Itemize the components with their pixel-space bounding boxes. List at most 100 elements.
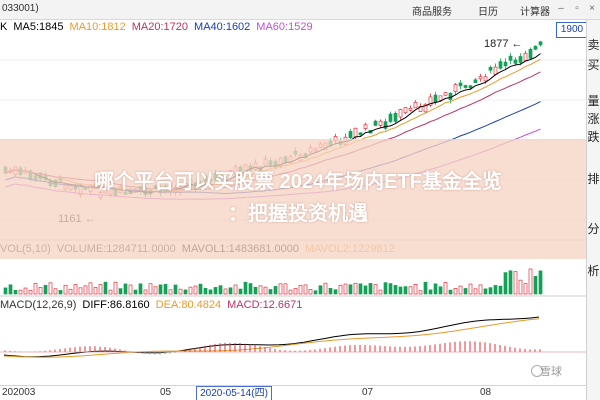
volume-bar-74 [373,284,378,295]
candle-body-69 [348,131,353,139]
volume-bars [3,268,543,295]
volume-bar-21 [108,289,113,295]
volume-bar-41 [208,289,213,295]
volume-bar-54 [273,286,278,295]
volume-bar-67 [338,284,343,295]
tab-services[interactable]: 商品服务 [412,7,452,18]
volume-bar-90 [453,288,458,295]
volume-bar-94 [473,288,478,295]
minimize-icon[interactable]: – [558,3,564,14]
volume-bar-50 [253,286,258,295]
sidebar-split[interactable]: 分 [587,222,600,236]
ma-indicator-3: MA20:1720 [131,21,189,33]
tab-calendar[interactable]: 日历 [478,7,498,18]
headline-line-2: ：把握投资机遇 [228,203,368,225]
sidebar-volume[interactable]: 量 [587,94,600,108]
volume-bar-16 [83,285,88,295]
volume-bar-7 [38,287,43,295]
volume-bar-28 [143,289,148,295]
candle-body-79 [398,109,403,118]
headline-overlay [0,139,586,259]
candle-body-87 [438,95,443,101]
volume-bar-75 [378,289,383,295]
volume-bar-37 [188,286,193,295]
volume-bar-63 [318,285,323,295]
restore-icon[interactable]: ▫ [575,3,579,14]
volume-bar-98 [493,285,498,295]
candle-body-89 [448,92,453,100]
sidebar-fall[interactable]: 跌 [587,130,600,144]
volume-bar-17 [88,282,93,295]
macd-indicator-3: MACD:12.6671 [227,299,303,311]
volume-bar-86 [433,283,438,295]
ma-indicator-2: MA10:1812 [69,21,126,33]
macd-lines [3,316,540,358]
top-bar [0,0,600,20]
volume-bar-107 [538,270,543,295]
volume-bar-72 [363,285,368,295]
volume-bar-23 [118,288,123,295]
candle-body-97 [488,66,493,71]
volume-bar-40 [203,288,208,295]
volume-bar-77 [388,283,393,295]
volume-bar-26 [133,289,138,295]
candle-body-93 [468,85,473,89]
volume-bar-93 [468,283,473,295]
candle-body-106 [533,45,538,50]
macd-indicator-1: DIFF:86.8160 [82,299,150,311]
volume-bar-53 [268,289,273,295]
x-label-05: 05 [160,387,172,398]
volume-bar-3 [18,289,23,295]
volume-bar-62 [313,290,318,295]
right-sidebar [586,20,600,400]
volume-bar-85 [428,289,433,295]
volume-bar-42 [213,287,218,295]
watermark-logo-icon [531,365,543,377]
x-axis [0,385,586,400]
volume-bar-25 [128,284,133,295]
volume-bar-58 [293,288,298,295]
volume-bar-6 [33,283,38,295]
macd-indicator-row: MACD(12,26,9) DIFF:86.8160 DEA:80.4824 MACD… [0,299,586,313]
tab-calculator[interactable]: 计算器 [520,7,550,18]
sidebar-buy[interactable]: 买 [587,58,600,72]
volume-bar-10 [53,288,58,295]
candle-body-71 [358,132,363,136]
volume-bar-44 [223,288,228,295]
volume-bar-24 [123,283,128,295]
candle-body-92 [463,85,468,88]
candle-body-77 [388,113,393,122]
sidebar-rank[interactable]: 排 [587,172,600,186]
volume-bar-105 [528,268,533,295]
volume-bar-89 [448,289,453,295]
volume-bar-104 [523,283,528,295]
macd-indicator-2: DEA:80.4824 [155,299,222,311]
ma-indicator-row: K MA5:1845 MA10:1812 MA20:1720 MA40:1602 MA60… [0,21,555,37]
volume-bar-14 [73,284,78,295]
watermark-text: 雪球 [540,366,562,378]
volume-bar-61 [308,288,313,295]
volume-bar-60 [303,284,308,295]
high-price-label: 1877 ← [484,38,523,50]
volume-bar-45 [228,287,233,295]
volume-bar-68 [343,283,348,295]
volume-bar-69 [348,284,353,295]
volume-bar-2 [13,290,18,295]
candle-body-85 [428,96,433,106]
candle-body-94 [473,79,478,83]
candle-body-103 [518,56,523,63]
sidebar-rise[interactable]: 涨 [587,112,600,126]
volume-bar-81 [408,286,413,295]
close-icon[interactable]: × [589,3,595,14]
volume-bar-22 [113,281,118,295]
volume-bar-8 [43,284,48,295]
volume-bar-15 [78,287,83,295]
sidebar-analyze[interactable]: 析 [587,264,600,278]
sidebar-sell[interactable]: 卖 [587,38,600,52]
candle-body-98 [493,66,498,75]
candle-body-72 [363,124,368,129]
volume-bar-27 [138,283,143,295]
volume-bar-82 [413,284,418,295]
volume-bar-43 [218,285,223,295]
volume-bar-70 [353,282,358,295]
